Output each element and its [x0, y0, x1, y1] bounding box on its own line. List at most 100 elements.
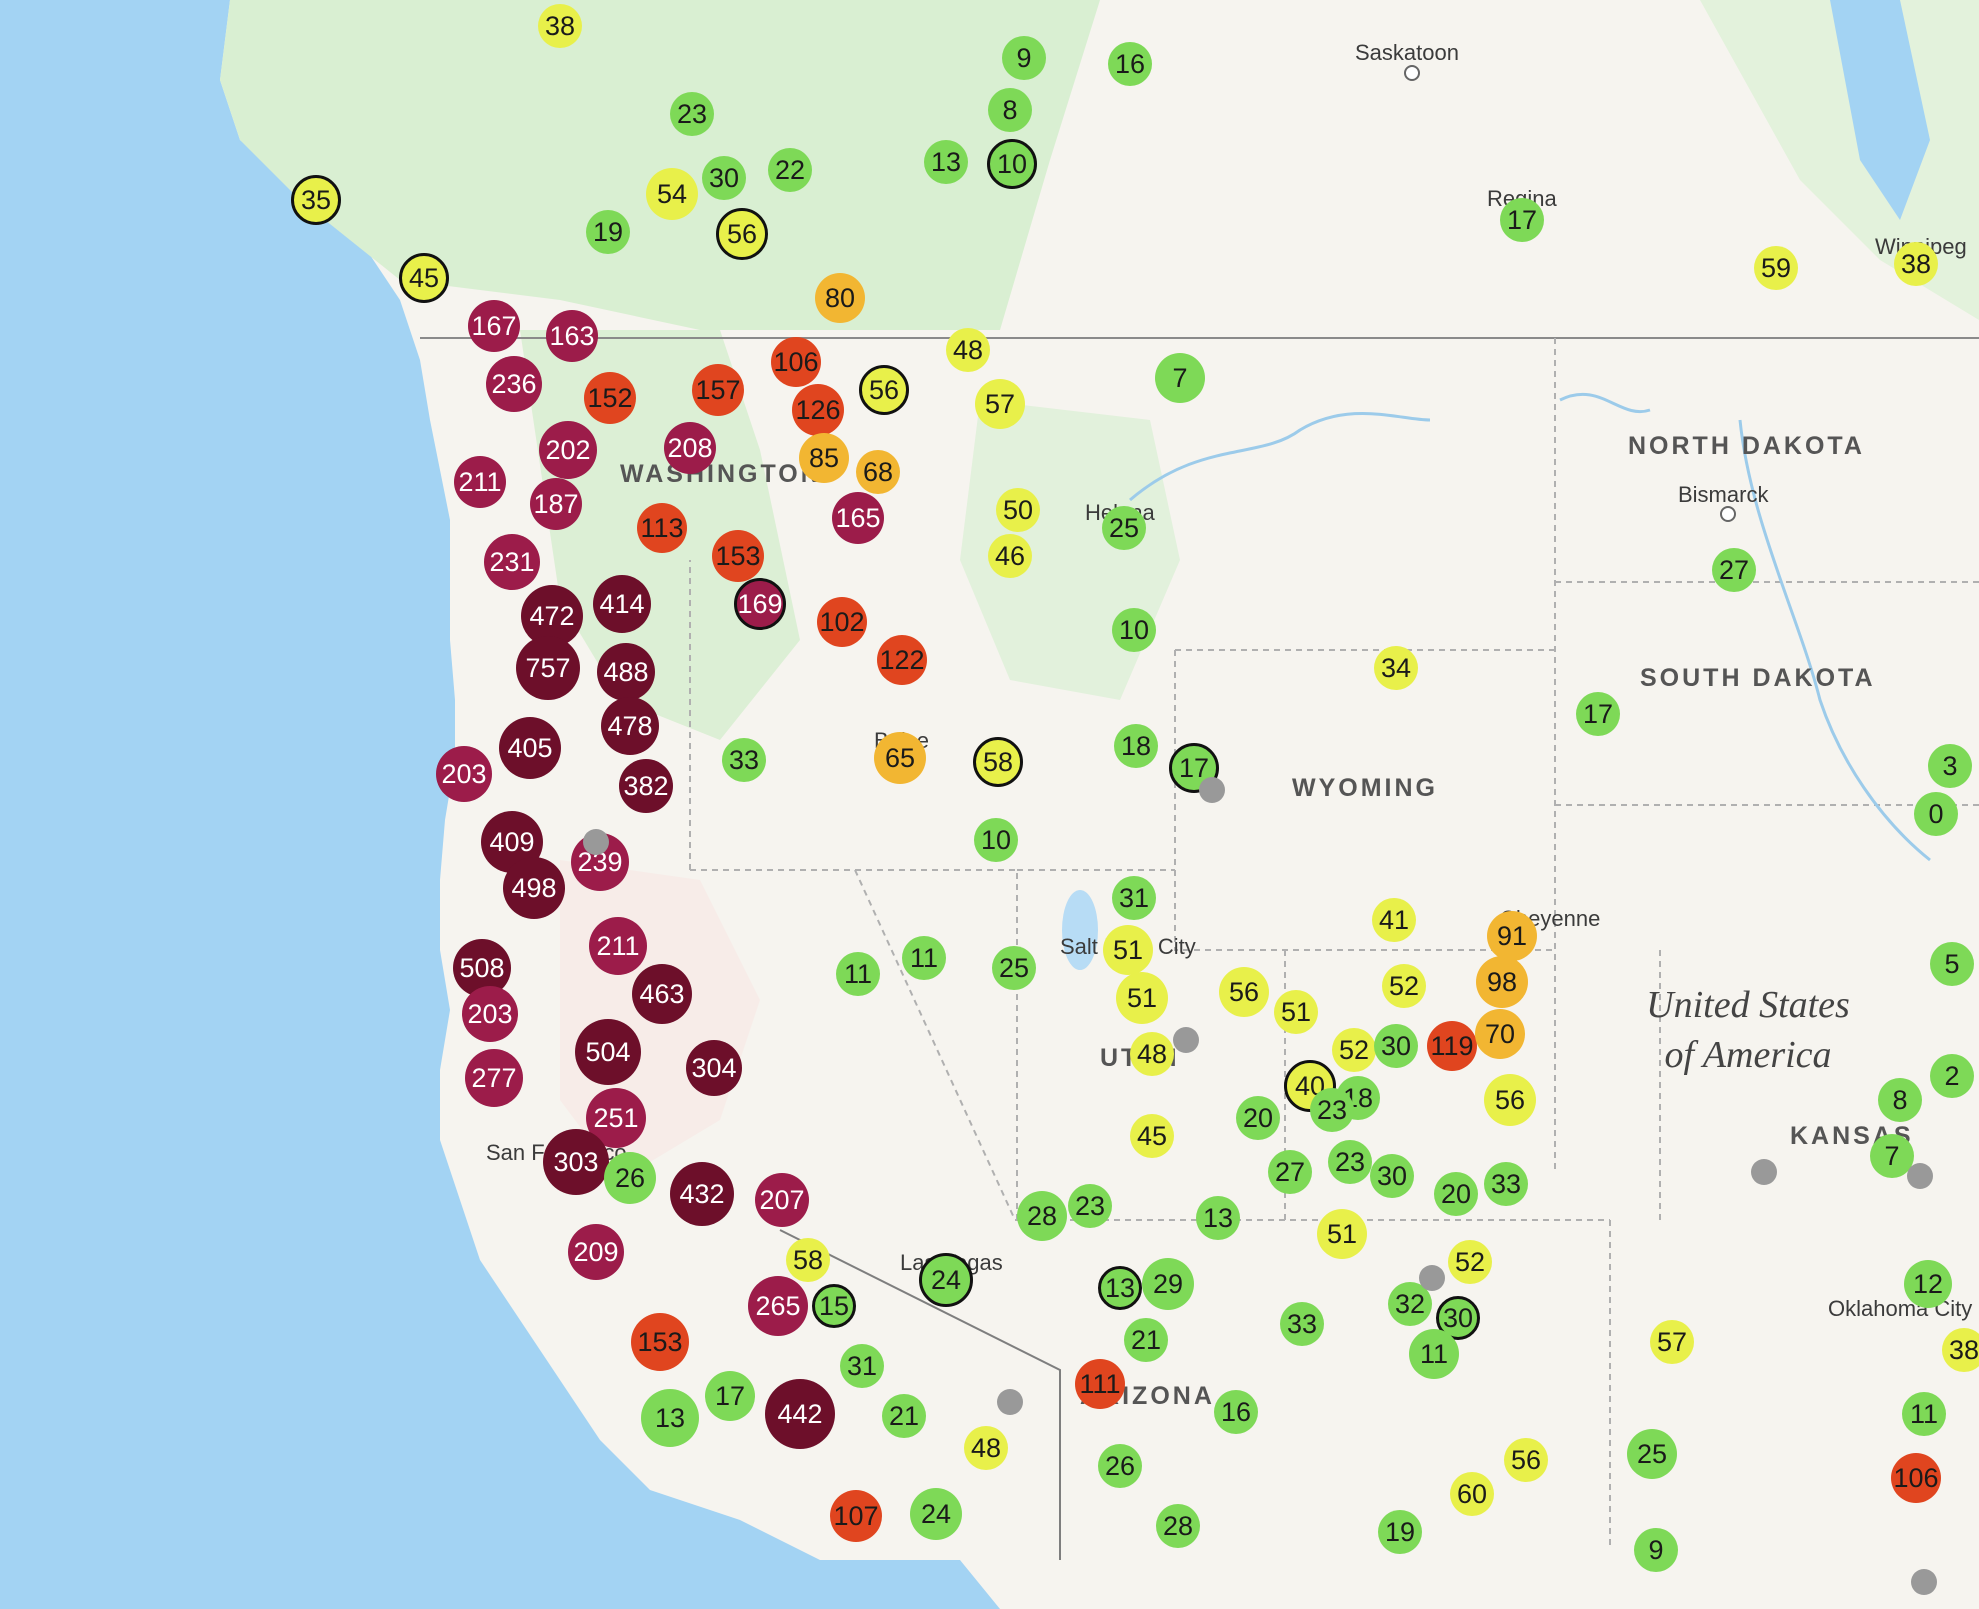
aqi-sensor-marker[interactable]: 25 [992, 946, 1036, 990]
aqi-sensor-marker[interactable]: 16 [1108, 42, 1152, 86]
aqi-sensor-marker[interactable]: 9 [1634, 1528, 1678, 1572]
aqi-sensor-marker[interactable]: 478 [601, 697, 659, 755]
aqi-sensor-marker[interactable]: 113 [637, 503, 687, 553]
aqi-sensor-marker[interactable]: 51 [1274, 990, 1318, 1034]
aqi-sensor-marker[interactable]: 32 [1388, 1282, 1432, 1326]
aqi-sensor-marker[interactable]: 153 [631, 1313, 689, 1371]
aqi-sensor-marker[interactable]: 19 [586, 210, 630, 254]
aqi-sensor-marker[interactable]: 432 [670, 1162, 734, 1226]
aqi-sensor-marker[interactable]: 51 [1317, 1209, 1367, 1259]
aqi-sensor-marker[interactable]: 209 [568, 1224, 624, 1280]
aqi-sensor-marker[interactable]: 277 [465, 1049, 523, 1107]
aqi-sensor-marker[interactable]: 153 [712, 530, 764, 582]
aqi-sensor-marker[interactable]: 236 [486, 356, 542, 412]
aqi-sensor-marker[interactable]: 13 [924, 140, 968, 184]
aqi-sensor-marker[interactable]: 29 [1142, 1258, 1194, 1310]
aqi-sensor-marker[interactable]: 68 [856, 450, 900, 494]
aqi-sensor-marker[interactable]: 98 [1476, 956, 1528, 1008]
aqi-sensor-marker[interactable]: 80 [815, 273, 865, 323]
aqi-sensor-marker[interactable]: 21 [1124, 1318, 1168, 1362]
aqi-sensor-marker[interactable]: 13 [1196, 1196, 1240, 1240]
aqi-sensor-marker[interactable]: 22 [768, 148, 812, 192]
aqi-sensor-marker[interactable]: 231 [484, 534, 540, 590]
aqi-sensor-marker[interactable]: 382 [619, 759, 673, 813]
aqi-sensor-marker[interactable]: 757 [516, 636, 580, 700]
aqi-sensor-marker[interactable]: 16 [1214, 1390, 1258, 1434]
aqi-sensor-marker[interactable]: 85 [799, 433, 849, 483]
aqi-sensor-marker[interactable]: 11 [836, 952, 880, 996]
aqi-sensor-marker[interactable]: 13 [1098, 1266, 1142, 1310]
aqi-sensor-marker[interactable]: 50 [996, 488, 1040, 532]
aqi-sensor-marker[interactable]: 56 [859, 365, 909, 415]
aqi-sensor-marker[interactable]: 107 [830, 1490, 882, 1542]
aqi-sensor-marker[interactable]: 25 [1627, 1429, 1677, 1479]
aqi-sensor-marker[interactable]: 48 [946, 328, 990, 372]
aqi-sensor-marker[interactable]: 442 [765, 1379, 835, 1449]
aqi-sensor-marker[interactable]: 38 [1894, 242, 1938, 286]
aqi-sensor-marker[interactable]: 11 [1902, 1392, 1946, 1436]
aqi-sensor-marker[interactable]: 27 [1268, 1150, 1312, 1194]
aqi-sensor-marker[interactable]: 31 [840, 1344, 884, 1388]
aqi-sensor-marker[interactable]: 57 [1650, 1320, 1694, 1364]
aqi-sensor-marker[interactable]: 208 [664, 422, 716, 474]
aqi-sensor-marker[interactable]: 8 [988, 88, 1032, 132]
aqi-sensor-marker[interactable]: 304 [686, 1040, 742, 1096]
aqi-sensor-marker[interactable]: 33 [1280, 1302, 1324, 1346]
aqi-sensor-marker[interactable]: 8 [1878, 1078, 1922, 1122]
aqi-sensor-marker[interactable]: 48 [964, 1426, 1008, 1470]
aqi-sensor-marker[interactable]: 17 [1500, 198, 1544, 242]
aqi-sensor-marker[interactable]: 17 [705, 1371, 755, 1421]
aqi-sensor-marker[interactable]: 91 [1487, 911, 1537, 961]
aqi-sensor-marker[interactable]: 60 [1450, 1472, 1494, 1516]
aqi-sensor-marker[interactable]: 5 [1930, 942, 1974, 986]
aqi-sensor-marker[interactable]: 488 [597, 643, 655, 701]
aqi-sensor-marker[interactable]: 23 [1328, 1140, 1372, 1184]
aqi-sensor-marker[interactable]: 7 [1870, 1134, 1914, 1178]
aqi-sensor-marker[interactable]: 17 [1576, 692, 1620, 736]
aqi-sensor-marker[interactable]: 27 [1712, 548, 1756, 592]
aqi-sensor-marker[interactable]: 126 [792, 384, 844, 436]
aqi-sensor-marker[interactable]: 165 [832, 492, 884, 544]
no-data-sensor-marker[interactable] [1173, 1027, 1199, 1053]
no-data-sensor-marker[interactable] [1907, 1163, 1933, 1189]
aqi-sensor-marker[interactable]: 30 [1374, 1024, 1418, 1068]
no-data-sensor-marker[interactable] [583, 829, 609, 855]
aqi-sensor-marker[interactable]: 15 [812, 1284, 856, 1328]
aqi-sensor-marker[interactable]: 26 [604, 1152, 656, 1204]
aqi-sensor-marker[interactable]: 19 [1378, 1510, 1422, 1554]
aqi-sensor-marker[interactable]: 23 [1310, 1088, 1354, 1132]
aqi-sensor-marker[interactable]: 34 [1374, 646, 1418, 690]
aqi-sensor-marker[interactable]: 59 [1754, 246, 1798, 290]
aqi-sensor-marker[interactable]: 65 [874, 732, 926, 784]
aqi-sensor-marker[interactable]: 203 [462, 986, 518, 1042]
aqi-sensor-marker[interactable]: 11 [1409, 1329, 1459, 1379]
aqi-sensor-marker[interactable]: 187 [530, 478, 582, 530]
aqi-sensor-marker[interactable]: 51 [1116, 972, 1168, 1024]
aqi-sensor-marker[interactable]: 167 [468, 300, 520, 352]
aqi-sensor-marker[interactable]: 122 [877, 635, 927, 685]
aqi-sensor-marker[interactable]: 24 [910, 1488, 962, 1540]
aqi-sensor-marker[interactable]: 111 [1075, 1359, 1125, 1409]
aqi-sensor-marker[interactable]: 57 [975, 379, 1025, 429]
aqi-sensor-marker[interactable]: 56 [1504, 1438, 1548, 1482]
aqi-sensor-marker[interactable]: 28 [1017, 1191, 1067, 1241]
aqi-sensor-marker[interactable]: 102 [817, 597, 867, 647]
aqi-sensor-marker[interactable]: 23 [670, 92, 714, 136]
aqi-sensor-marker[interactable]: 203 [436, 746, 492, 802]
aqi-sensor-marker[interactable]: 45 [399, 253, 449, 303]
aqi-sensor-marker[interactable]: 119 [1427, 1021, 1477, 1071]
aqi-sensor-marker[interactable]: 414 [593, 575, 651, 633]
aqi-sensor-marker[interactable]: 20 [1236, 1096, 1280, 1140]
aqi-sensor-marker[interactable]: 265 [748, 1276, 808, 1336]
aqi-sensor-marker[interactable]: 56 [1219, 967, 1269, 1017]
aqi-sensor-marker[interactable]: 56 [1484, 1074, 1536, 1126]
no-data-sensor-marker[interactable] [1751, 1159, 1777, 1185]
aqi-sensor-marker[interactable]: 52 [1332, 1028, 1376, 1072]
aqi-sensor-marker[interactable]: 106 [1891, 1453, 1941, 1503]
aqi-sensor-marker[interactable]: 508 [453, 939, 511, 997]
no-data-sensor-marker[interactable] [1911, 1569, 1937, 1595]
no-data-sensor-marker[interactable] [1199, 777, 1225, 803]
aqi-sensor-marker[interactable]: 21 [882, 1394, 926, 1438]
aqi-sensor-marker[interactable]: 106 [771, 337, 821, 387]
